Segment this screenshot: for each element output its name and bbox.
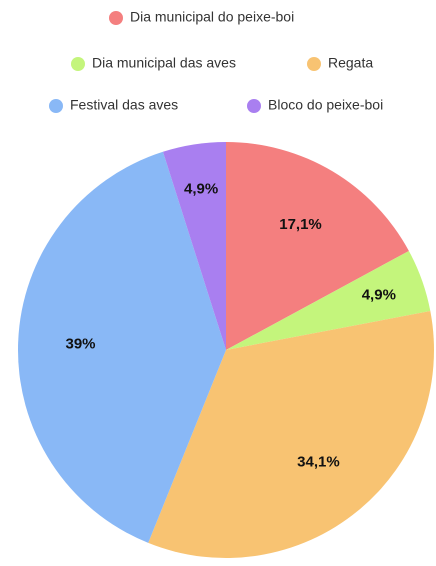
data-label: 4,9%: [184, 181, 218, 198]
pie-slice: [148, 311, 434, 558]
legend-swatch: [49, 99, 63, 113]
pie-slice: [226, 142, 409, 350]
legend-swatch: [109, 11, 123, 25]
pie-slice: [18, 151, 227, 543]
legend-label: Dia municipal do peixe-boi: [130, 9, 294, 25]
data-label: 39%: [65, 335, 95, 352]
legend-swatch: [247, 99, 261, 113]
legend-swatch: [307, 57, 321, 71]
legend-label: Dia municipal das aves: [92, 55, 236, 71]
data-label: 17,1%: [279, 216, 322, 233]
legend-label: Festival das aves: [70, 97, 178, 113]
legend-label: Regata: [328, 55, 373, 71]
data-label: 34,1%: [297, 453, 340, 470]
pie-slice: [162, 142, 226, 350]
legend-swatch: [71, 57, 85, 71]
data-label: 4,9%: [362, 286, 396, 303]
pie-slice: [226, 250, 431, 350]
legend-label: Bloco do peixe-boi: [268, 97, 383, 113]
